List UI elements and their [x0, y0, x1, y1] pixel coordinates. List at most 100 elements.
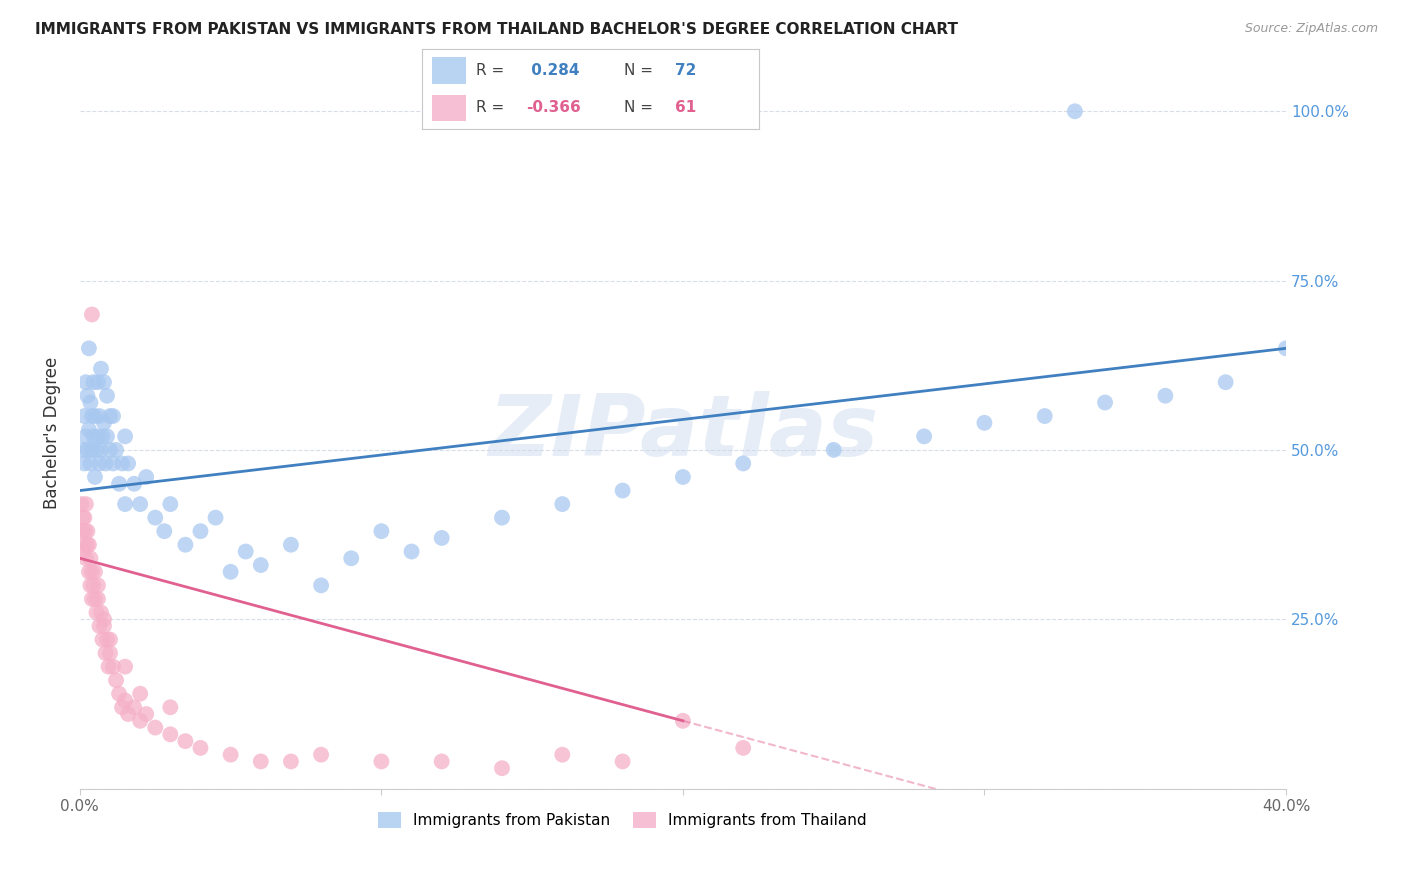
Immigrants from Thailand	[73, 510, 96, 524]
Text: Source: ZipAtlas.com: Source: ZipAtlas.com	[1244, 22, 1378, 36]
Immigrants from Thailand	[96, 632, 118, 647]
Immigrants from Thailand	[280, 755, 302, 769]
Immigrants from Pakistan	[1064, 104, 1087, 119]
Immigrants from Thailand	[91, 632, 114, 647]
Immigrants from Thailand	[190, 740, 212, 755]
Immigrants from Pakistan	[101, 409, 124, 423]
Immigrants from Thailand	[111, 700, 134, 714]
Immigrants from Pakistan	[1094, 395, 1116, 409]
Immigrants from Pakistan	[98, 442, 121, 457]
Immigrants from Pakistan	[72, 442, 94, 457]
Immigrants from Thailand	[79, 551, 101, 566]
Y-axis label: Bachelor's Degree: Bachelor's Degree	[44, 357, 60, 509]
Immigrants from Thailand	[219, 747, 242, 762]
Immigrants from Pakistan	[1215, 375, 1237, 389]
Immigrants from Pakistan	[76, 389, 98, 403]
Immigrants from Pakistan	[190, 524, 212, 538]
Immigrants from Pakistan	[204, 510, 226, 524]
Immigrants from Thailand	[70, 497, 93, 511]
Immigrants from Thailand	[551, 747, 574, 762]
Immigrants from Pakistan	[75, 375, 97, 389]
Immigrants from Pakistan	[108, 476, 131, 491]
Immigrants from Pakistan	[79, 395, 101, 409]
Immigrants from Pakistan	[117, 457, 139, 471]
Immigrants from Pakistan	[135, 470, 157, 484]
Text: IMMIGRANTS FROM PAKISTAN VS IMMIGRANTS FROM THAILAND BACHELOR'S DEGREE CORRELATI: IMMIGRANTS FROM PAKISTAN VS IMMIGRANTS F…	[35, 22, 957, 37]
Immigrants from Thailand	[77, 565, 100, 579]
Immigrants from Pakistan	[82, 429, 104, 443]
Immigrants from Thailand	[72, 510, 94, 524]
Immigrants from Thailand	[612, 755, 634, 769]
Immigrants from Pakistan	[91, 429, 114, 443]
Immigrants from Pakistan	[90, 442, 112, 457]
Immigrants from Thailand	[143, 721, 166, 735]
Immigrants from Pakistan	[73, 409, 96, 423]
Immigrants from Thailand	[93, 619, 115, 633]
Immigrants from Pakistan	[491, 510, 513, 524]
Immigrants from Thailand	[84, 565, 107, 579]
Immigrants from Pakistan	[153, 524, 176, 538]
Immigrants from Pakistan	[77, 423, 100, 437]
Immigrants from Pakistan	[551, 497, 574, 511]
Immigrants from Pakistan	[733, 457, 755, 471]
Immigrants from Thailand	[80, 591, 103, 606]
Immigrants from Pakistan	[87, 375, 110, 389]
Immigrants from Pakistan	[122, 476, 145, 491]
Immigrants from Pakistan	[129, 497, 152, 511]
Immigrants from Thailand	[98, 632, 121, 647]
Immigrants from Thailand	[672, 714, 695, 728]
Immigrants from Thailand	[84, 591, 107, 606]
Immigrants from Thailand	[122, 700, 145, 714]
Immigrants from Pakistan	[1154, 389, 1177, 403]
Immigrants from Thailand	[249, 755, 271, 769]
Immigrants from Thailand	[72, 524, 94, 538]
Immigrants from Thailand	[90, 606, 112, 620]
Immigrants from Thailand	[159, 700, 181, 714]
Immigrants from Thailand	[97, 659, 120, 673]
Immigrants from Pakistan	[93, 375, 115, 389]
Immigrants from Thailand	[79, 578, 101, 592]
Immigrants from Pakistan	[111, 457, 134, 471]
Immigrants from Thailand	[80, 565, 103, 579]
Immigrants from Pakistan	[82, 375, 104, 389]
Immigrants from Thailand	[101, 659, 124, 673]
Text: 72: 72	[675, 63, 696, 78]
Immigrants from Pakistan	[96, 429, 118, 443]
Immigrants from Pakistan	[93, 416, 115, 430]
Immigrants from Thailand	[114, 693, 136, 707]
Immigrants from Pakistan	[89, 457, 111, 471]
Immigrants from Thailand	[135, 706, 157, 721]
Immigrants from Pakistan	[973, 416, 995, 430]
Immigrants from Pakistan	[340, 551, 363, 566]
Immigrants from Pakistan	[143, 510, 166, 524]
Immigrants from Thailand	[73, 538, 96, 552]
Immigrants from Pakistan	[73, 457, 96, 471]
Immigrants from Pakistan	[80, 442, 103, 457]
Immigrants from Thailand	[174, 734, 197, 748]
Immigrants from Pakistan	[612, 483, 634, 498]
Immigrants from Pakistan	[89, 409, 111, 423]
Text: 61: 61	[675, 100, 696, 115]
Immigrants from Pakistan	[98, 409, 121, 423]
Immigrants from Thailand	[82, 578, 104, 592]
Immigrants from Pakistan	[105, 442, 128, 457]
Text: ZIPatlas: ZIPatlas	[488, 392, 877, 475]
Immigrants from Pakistan	[114, 497, 136, 511]
Immigrants from Thailand	[114, 659, 136, 673]
Immigrants from Thailand	[75, 551, 97, 566]
Immigrants from Thailand	[117, 706, 139, 721]
Text: R =: R =	[475, 100, 503, 115]
Immigrants from Pakistan	[94, 457, 117, 471]
Immigrants from Thailand	[76, 524, 98, 538]
Immigrants from Pakistan	[84, 470, 107, 484]
Immigrants from Thailand	[129, 687, 152, 701]
Immigrants from Pakistan	[401, 544, 423, 558]
Immigrants from Pakistan	[1033, 409, 1056, 423]
Immigrants from Thailand	[309, 747, 332, 762]
Immigrants from Pakistan	[159, 497, 181, 511]
Immigrants from Pakistan	[370, 524, 392, 538]
Immigrants from Thailand	[491, 761, 513, 775]
Immigrants from Thailand	[87, 578, 110, 592]
Immigrants from Pakistan	[84, 409, 107, 423]
Immigrants from Thailand	[94, 646, 117, 660]
